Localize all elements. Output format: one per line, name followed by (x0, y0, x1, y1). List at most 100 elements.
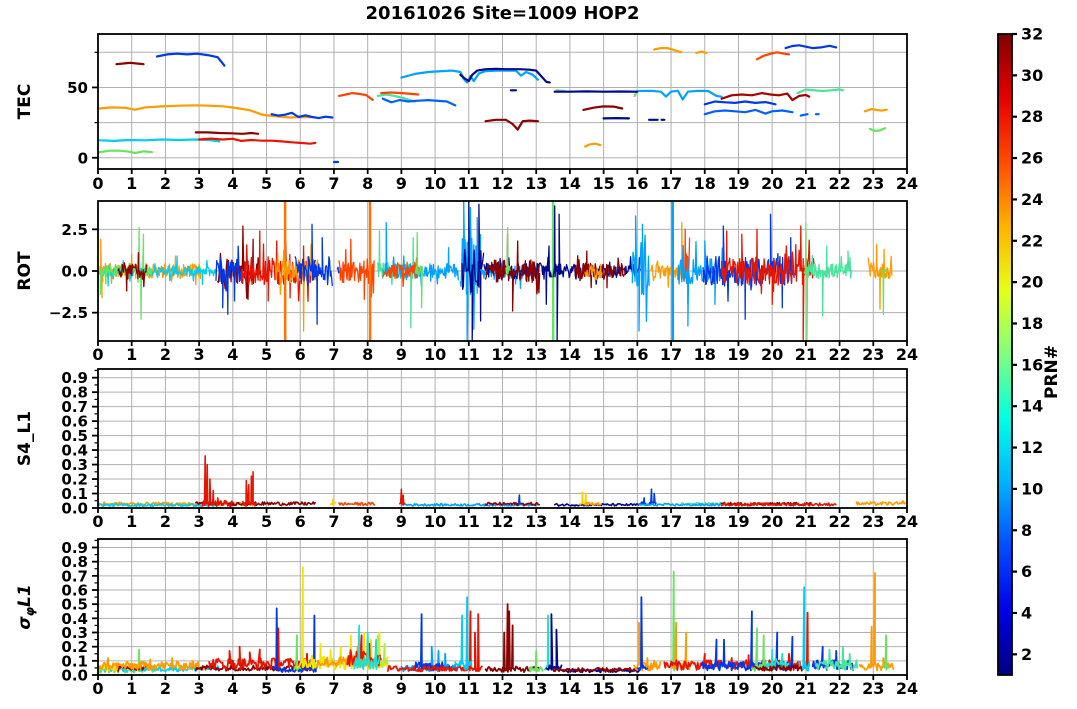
x-tick-label: 8 (362, 679, 373, 698)
y-tick-label: 0.8 (61, 384, 88, 402)
colorbar-tick-label: 8 (1021, 521, 1032, 540)
series (98, 455, 906, 508)
ylabel-tec: TEC (15, 84, 35, 120)
x-tick-label: 24 (896, 512, 918, 531)
x-tick-label: 12 (491, 679, 513, 698)
x-tick-label: 5 (261, 512, 272, 531)
series-prn-29 (386, 610, 483, 673)
series-prn-32 (754, 664, 803, 672)
x-tick-label: 15 (592, 679, 614, 698)
x-tick-label: 2 (160, 679, 171, 698)
series-prn-24 (584, 501, 603, 506)
x-tick-label: 4 (227, 679, 238, 698)
series-prn-6 (784, 44, 838, 50)
series-prn-32 (552, 667, 638, 673)
x-tick-label: 23 (862, 679, 884, 698)
x-tick-label: 21 (795, 512, 817, 531)
y-tick-label: 0.9 (61, 369, 88, 387)
y-tick-label: 0.6 (61, 582, 88, 600)
series-prn-2 (461, 201, 485, 341)
x-tick-label: 5 (261, 345, 272, 364)
series-prn-24 (695, 50, 708, 55)
y-tick-label: 0.7 (61, 398, 88, 416)
x-tick-label: 21 (795, 174, 817, 193)
y-tick-label: 0.0 (61, 667, 88, 685)
x-tick-label: 22 (828, 679, 850, 698)
series-prn-17 (505, 227, 511, 276)
series-prn-10 (400, 69, 540, 84)
colorbar-tick-label: 22 (1021, 231, 1043, 250)
x-tick-label: 19 (727, 345, 749, 364)
colorbar-label: PRN# (1042, 345, 1062, 399)
axis-sigphi: 0.00.10.20.30.40.50.60.70.80.90 1 2 3 4 5 6 7 8 9… (61, 539, 918, 698)
x-tick-label: 7 (328, 512, 339, 531)
series-prn-10 (638, 502, 722, 507)
x-tick-label: 20 (761, 679, 783, 698)
series-prn-29 (398, 488, 406, 506)
x-tick-label: 7 (328, 174, 339, 193)
x-tick-label: 2 (160, 512, 171, 531)
x-tick-label: 3 (194, 679, 205, 698)
x-tick-label: 17 (660, 174, 682, 193)
series-prn-6 (516, 494, 522, 505)
colorbar-tick-label: 30 (1021, 66, 1043, 85)
series-prn-14 (353, 624, 381, 670)
x-tick-label: 16 (626, 679, 648, 698)
series-prn-29 (198, 137, 317, 145)
series-prn-24 (855, 499, 906, 507)
x-tick-label: 5 (261, 679, 272, 698)
series-prn-24 (98, 104, 312, 119)
series-prn-32 (484, 603, 541, 673)
x-tick-label: 15 (592, 345, 614, 364)
x-tick-label: 11 (458, 512, 480, 531)
x-tick-label: 14 (559, 174, 581, 193)
x-tick-label: 17 (660, 679, 682, 698)
colorbar-tick-label: 12 (1021, 438, 1043, 457)
series-prn-15 (796, 88, 845, 95)
y-tick-label: 0.1 (61, 485, 88, 503)
x-tick-label: 7 (328, 679, 339, 698)
series-prn-15 (377, 230, 416, 329)
x-tick-label: 3 (194, 345, 205, 364)
x-tick-label: 19 (727, 174, 749, 193)
series-prn-17 (868, 127, 887, 133)
x-tick-label: 8 (362, 174, 373, 193)
x-tick-label: 18 (694, 345, 716, 364)
series-prn-29 (242, 470, 257, 507)
series-prn-27 (380, 91, 420, 96)
series-prn-17 (881, 268, 887, 315)
x-tick-label: 12 (491, 512, 513, 531)
x-tick-label: 0 (92, 679, 103, 698)
series-prn-15 (806, 245, 853, 317)
x-tick-label: 6 (295, 174, 306, 193)
y-tick-label: 2.5 (61, 221, 88, 239)
series-prn-24 (98, 657, 207, 671)
y-tick-label: 50 (67, 79, 88, 97)
x-tick-label: 0 (92, 174, 103, 193)
x-tick-label: 22 (828, 345, 850, 364)
x-tick-label: 4 (227, 512, 238, 531)
series (98, 566, 895, 674)
series-prn-32 (115, 61, 145, 66)
x-tick-label: 16 (626, 174, 648, 193)
series-prn-6 (639, 488, 657, 506)
x-tick-label: 21 (795, 345, 817, 364)
x-tick-label: 12 (491, 345, 513, 364)
x-tick-label: 16 (626, 512, 648, 531)
y-tick-label: 0.2 (61, 638, 88, 656)
series-prn-29 (720, 225, 815, 341)
y-tick-label: 0.8 (61, 553, 88, 571)
series-prn-29 (201, 455, 234, 508)
y-tick-label: 0.0 (61, 500, 88, 518)
series-prn-32 (484, 501, 541, 507)
x-tick-label: 6 (295, 345, 306, 364)
y-tick-label: 0 (78, 149, 88, 167)
panel-sigphi: 0.00.10.20.30.40.50.60.70.80.90 1 2 3 4 5 6 7 8 9… (15, 538, 918, 698)
y-tick-label: −2.5 (49, 304, 88, 322)
y-tick-label: 0.3 (61, 624, 88, 642)
colorbar-tick-label: 28 (1021, 107, 1043, 126)
series-prn-29 (720, 502, 837, 507)
x-tick-label: 13 (525, 174, 547, 193)
